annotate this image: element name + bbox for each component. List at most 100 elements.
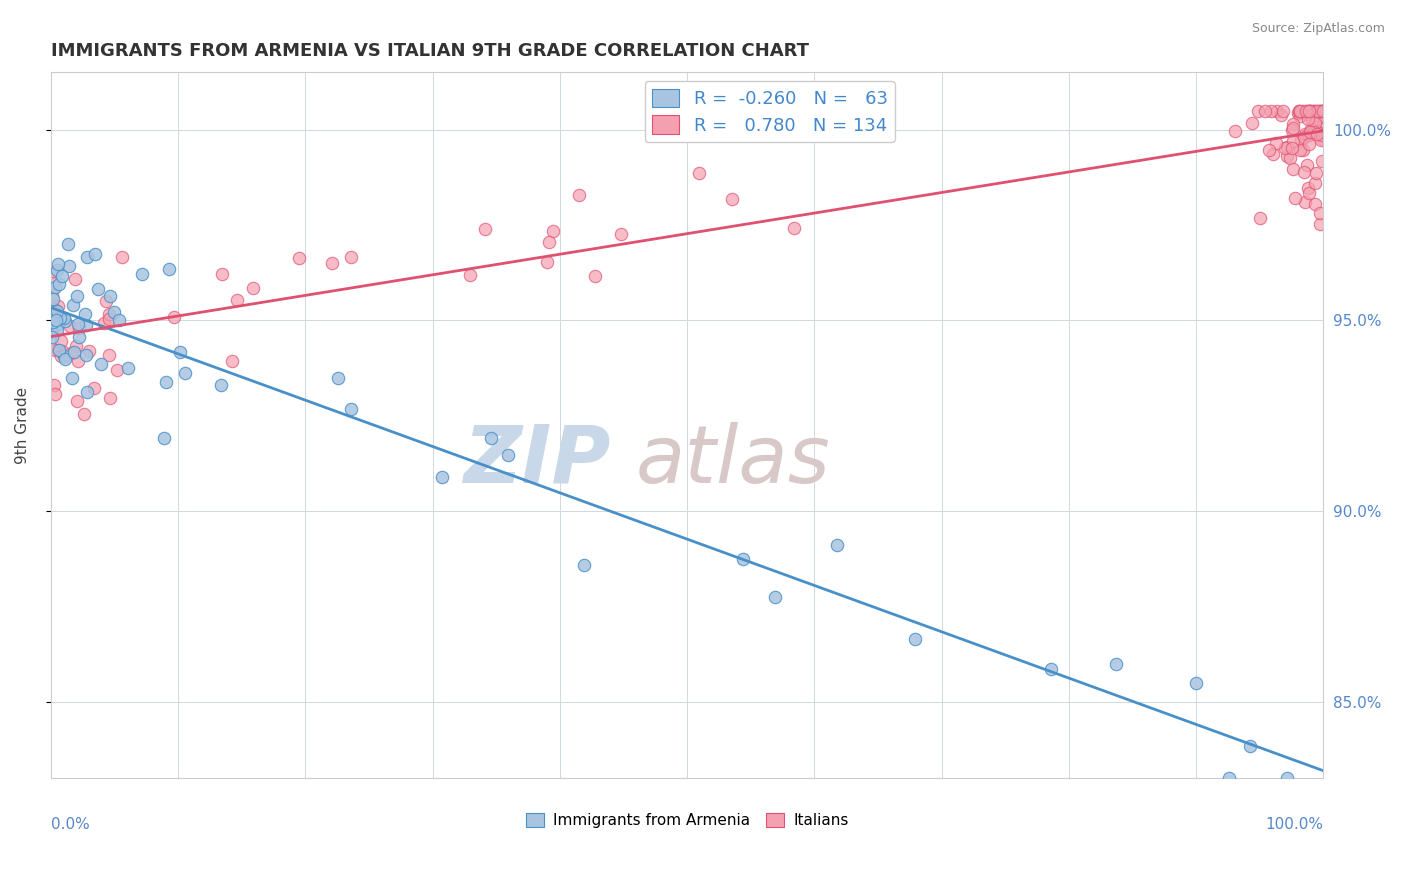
- Point: [688, 166, 710, 180]
- Point: [1249, 211, 1271, 225]
- Point: [541, 224, 564, 238]
- Point: [1289, 109, 1312, 123]
- Text: IMMIGRANTS FROM ARMENIA VS ITALIAN 9TH GRADE CORRELATION CHART: IMMIGRANTS FROM ARMENIA VS ITALIAN 9TH G…: [51, 42, 808, 60]
- Point: [1286, 105, 1309, 120]
- Point: [321, 255, 343, 269]
- Point: [1312, 132, 1334, 146]
- Point: [1299, 103, 1322, 118]
- Point: [326, 371, 349, 385]
- Point: [574, 558, 596, 573]
- Point: [66, 394, 89, 409]
- Point: [173, 366, 195, 380]
- Point: [59, 319, 82, 334]
- Point: [1312, 103, 1334, 118]
- Point: [169, 344, 191, 359]
- Point: [44, 280, 66, 294]
- Point: [41, 313, 63, 327]
- Point: [1310, 103, 1333, 118]
- Point: [1298, 103, 1320, 118]
- Point: [1239, 739, 1261, 753]
- Point: [103, 304, 125, 318]
- Point: [75, 318, 97, 332]
- Point: [1299, 103, 1322, 118]
- Point: [46, 323, 69, 337]
- Point: [157, 262, 180, 277]
- Point: [76, 384, 98, 399]
- Y-axis label: 9th Grade: 9th Grade: [15, 387, 30, 464]
- Point: [1308, 103, 1330, 118]
- Point: [155, 376, 177, 390]
- Point: [1309, 103, 1331, 118]
- Point: [1258, 143, 1281, 157]
- Point: [1303, 103, 1326, 118]
- Point: [44, 343, 66, 357]
- Point: [48, 257, 70, 271]
- Point: [42, 377, 65, 392]
- Point: [48, 343, 70, 357]
- Point: [1040, 663, 1063, 677]
- Point: [1305, 116, 1327, 130]
- Point: [825, 538, 848, 552]
- Point: [1305, 103, 1327, 118]
- Point: [479, 431, 502, 445]
- Point: [108, 313, 131, 327]
- Point: [1253, 103, 1275, 118]
- Point: [41, 325, 63, 339]
- Point: [76, 250, 98, 264]
- Point: [96, 293, 118, 308]
- Point: [51, 349, 73, 363]
- Point: [1294, 165, 1316, 179]
- Text: Source: ZipAtlas.com: Source: ZipAtlas.com: [1251, 22, 1385, 36]
- Point: [1305, 166, 1327, 180]
- Point: [1309, 206, 1331, 220]
- Point: [98, 391, 121, 405]
- Point: [62, 298, 84, 312]
- Point: [340, 250, 363, 264]
- Point: [1294, 194, 1316, 209]
- Point: [733, 552, 755, 566]
- Point: [1296, 103, 1319, 118]
- Point: [1309, 217, 1331, 231]
- Point: [79, 344, 101, 359]
- Point: [474, 221, 496, 235]
- Point: [58, 237, 80, 252]
- Point: [1275, 148, 1298, 162]
- Point: [1282, 161, 1305, 176]
- Point: [1270, 108, 1292, 122]
- Point: [536, 255, 558, 269]
- Point: [87, 282, 110, 296]
- Point: [1312, 103, 1334, 118]
- Point: [41, 265, 63, 279]
- Point: [42, 301, 65, 316]
- Point: [58, 259, 80, 273]
- Point: [1298, 112, 1320, 127]
- Point: [1289, 103, 1312, 118]
- Point: [45, 304, 67, 318]
- Point: [1288, 103, 1310, 118]
- Point: [1288, 103, 1310, 118]
- Point: [162, 310, 184, 325]
- Point: [1298, 128, 1320, 143]
- Point: [1279, 152, 1302, 166]
- Point: [75, 348, 97, 362]
- Point: [1265, 136, 1288, 150]
- Point: [1247, 103, 1270, 118]
- Point: [62, 371, 84, 385]
- Point: [1275, 140, 1298, 154]
- Point: [1289, 143, 1312, 157]
- Point: [1218, 771, 1240, 785]
- Point: [1296, 180, 1319, 194]
- Point: [1298, 103, 1320, 118]
- Point: [1105, 657, 1128, 671]
- Point: [1295, 106, 1317, 120]
- Point: [1295, 158, 1317, 172]
- Point: [1294, 128, 1316, 142]
- Point: [97, 308, 120, 322]
- Point: [537, 235, 560, 249]
- Point: [1312, 103, 1334, 118]
- Point: [1301, 112, 1323, 127]
- Point: [1312, 103, 1334, 118]
- Point: [496, 448, 519, 462]
- Point: [432, 469, 454, 483]
- Point: [97, 312, 120, 326]
